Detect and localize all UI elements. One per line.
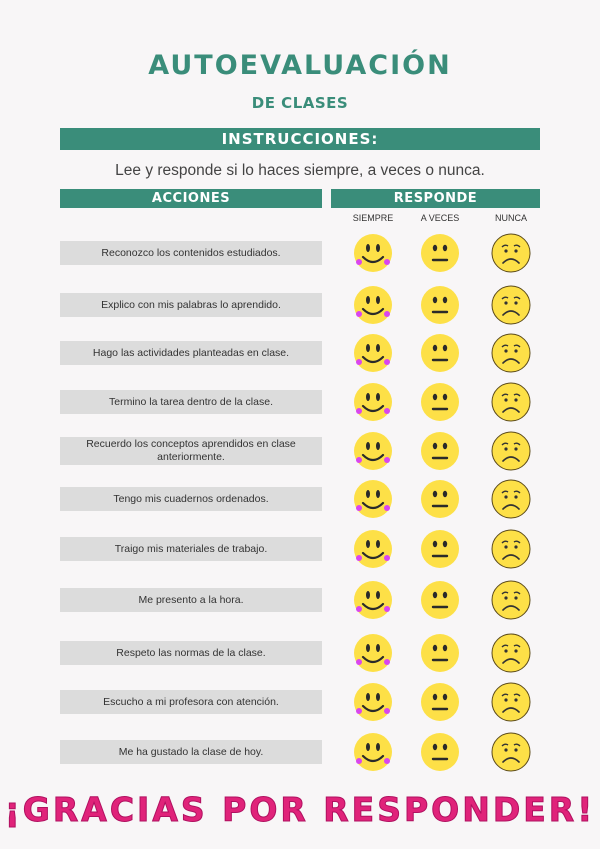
action-item: Traigo mis materiales de trabajo.	[60, 537, 322, 561]
happy-face-icon[interactable]	[353, 333, 393, 373]
sad-face-icon[interactable]	[491, 633, 531, 673]
neutral-face-icon[interactable]	[420, 431, 460, 471]
sad-face-icon[interactable]	[491, 233, 531, 273]
happy-face-icon[interactable]	[353, 580, 393, 620]
respond-header: RESPONDE	[331, 189, 540, 208]
action-item: Escucho a mi profesora con atención.	[60, 690, 322, 714]
happy-face-icon[interactable]	[353, 732, 393, 772]
sad-face-icon[interactable]	[491, 333, 531, 373]
happy-face-icon[interactable]	[353, 431, 393, 471]
neutral-face-icon[interactable]	[420, 633, 460, 673]
happy-face-icon[interactable]	[353, 382, 393, 422]
happy-face-icon[interactable]	[353, 285, 393, 325]
column-header-nunca: NUNCA	[494, 213, 527, 223]
neutral-face-icon[interactable]	[420, 333, 460, 373]
neutral-face-icon[interactable]	[420, 285, 460, 325]
page-title: AUTOEVALUACIÓN	[148, 50, 452, 81]
neutral-face-icon[interactable]	[420, 529, 460, 569]
actions-header: ACCIONES	[60, 189, 322, 208]
action-item: Explico con mis palabras lo aprendido.	[60, 293, 322, 317]
action-item: Tengo mis cuadernos ordenados.	[60, 487, 322, 511]
instructions-header: INSTRUCCIONES:	[60, 128, 540, 150]
action-item: Recuerdo los conceptos aprendidos en cla…	[60, 437, 322, 465]
action-item: Respeto las normas de la clase.	[60, 641, 322, 665]
sad-face-icon[interactable]	[491, 285, 531, 325]
column-header-siempre: SIEMPRE	[352, 213, 394, 223]
thanks-banner: ¡GRACIAS POR RESPONDER!	[4, 790, 596, 830]
neutral-face-icon[interactable]	[420, 682, 460, 722]
happy-face-icon[interactable]	[353, 233, 393, 273]
happy-face-icon[interactable]	[353, 682, 393, 722]
instructions-text: Lee y responde si lo haces siempre, a ve…	[115, 162, 485, 179]
action-item: Termino la tarea dentro de la clase.	[60, 390, 322, 414]
sad-face-icon[interactable]	[491, 431, 531, 471]
action-item: Me presento a la hora.	[60, 588, 322, 612]
neutral-face-icon[interactable]	[420, 732, 460, 772]
action-item: Hago las actividades planteadas en clase…	[60, 341, 322, 365]
neutral-face-icon[interactable]	[420, 233, 460, 273]
sad-face-icon[interactable]	[491, 479, 531, 519]
page-subtitle: DE CLASES	[251, 94, 349, 112]
sad-face-icon[interactable]	[491, 732, 531, 772]
happy-face-icon[interactable]	[353, 633, 393, 673]
action-item: Me ha gustado la clase de hoy.	[60, 740, 322, 764]
sad-face-icon[interactable]	[491, 382, 531, 422]
neutral-face-icon[interactable]	[420, 580, 460, 620]
sad-face-icon[interactable]	[491, 529, 531, 569]
happy-face-icon[interactable]	[353, 529, 393, 569]
sad-face-icon[interactable]	[491, 580, 531, 620]
sad-face-icon[interactable]	[491, 682, 531, 722]
action-item: Reconozco los contenidos estudiados.	[60, 241, 322, 265]
happy-face-icon[interactable]	[353, 479, 393, 519]
neutral-face-icon[interactable]	[420, 382, 460, 422]
column-header-a-veces: A VECES	[420, 213, 460, 223]
neutral-face-icon[interactable]	[420, 479, 460, 519]
